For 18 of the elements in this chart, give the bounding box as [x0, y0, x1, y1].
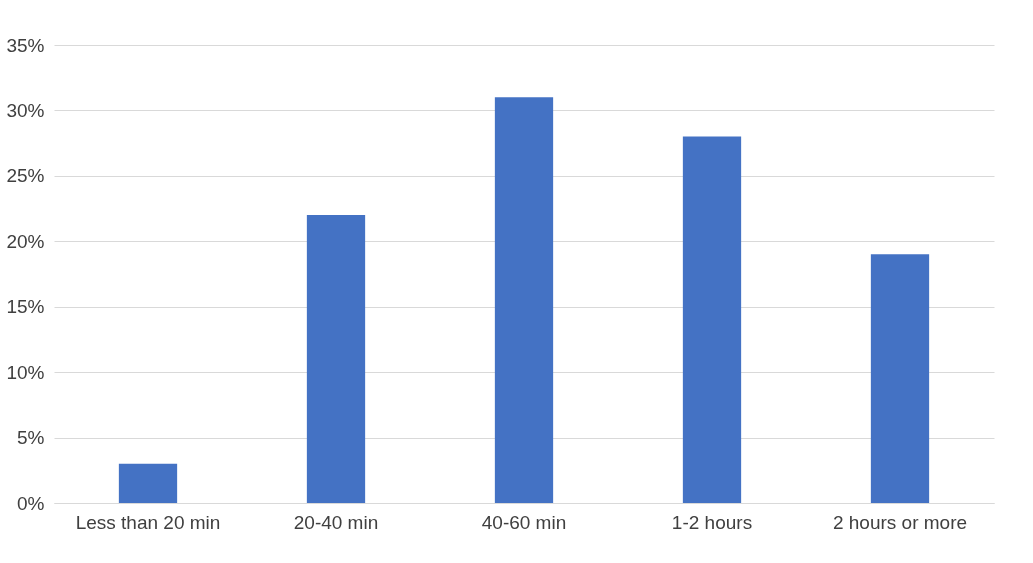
y-tick-label: 0%	[17, 492, 45, 514]
bar	[118, 463, 178, 503]
y-tick-label: 20%	[6, 230, 45, 252]
bar	[306, 215, 366, 503]
y-tick-label: 15%	[6, 296, 45, 318]
x-tick-label: 40-60 min	[481, 511, 567, 533]
y-tick-label: 35%	[6, 34, 45, 56]
x-tick-label: 2 hours or more	[832, 511, 968, 533]
x-tick-label: 20-40 min	[293, 511, 379, 533]
bar	[494, 97, 554, 503]
y-tick-label: 10%	[6, 361, 45, 383]
y-tick-label: 30%	[6, 99, 45, 121]
y-tick-label: 25%	[6, 165, 45, 187]
x-tick-label: Less than 20 min	[75, 511, 221, 533]
y-tick-label: 5%	[17, 427, 45, 449]
bar	[870, 254, 930, 503]
bar	[682, 136, 742, 503]
x-tick-label: 1-2 hours	[671, 511, 753, 533]
